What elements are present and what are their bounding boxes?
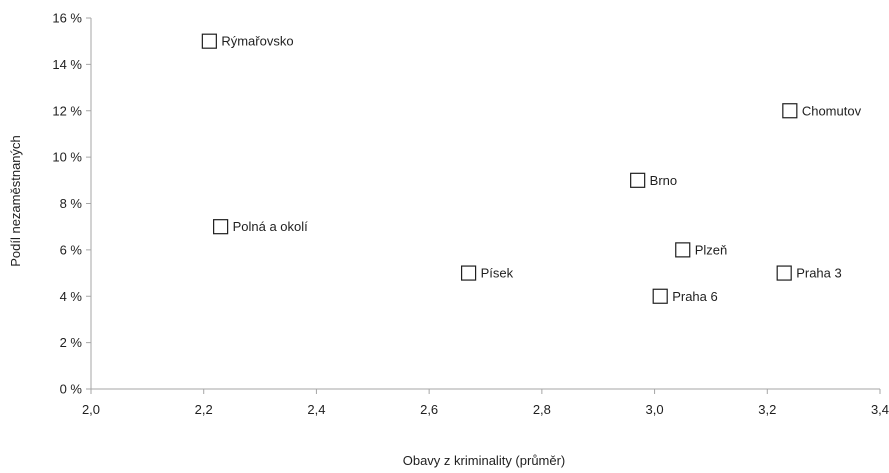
- y-tick-label: 8 %: [60, 196, 83, 211]
- data-point: Brno: [630, 172, 677, 188]
- point-marker: [675, 242, 691, 258]
- y-axis-title: Podíl nezaměstnaných: [8, 135, 23, 267]
- data-point: Písek: [460, 265, 514, 281]
- y-tick-label: 0 %: [60, 382, 83, 397]
- point-label: Praha 3: [796, 266, 842, 281]
- point-label: Brno: [650, 173, 677, 188]
- data-point: Praha 6: [652, 288, 718, 304]
- y-tick-label: 14 %: [52, 57, 82, 72]
- tick-labels: 0 % 2 % 4 % 6 % 8 % 10 % 12 % 14 % 16 % 2,0 2,2 2,4…: [52, 11, 889, 418]
- point-marker: [201, 33, 217, 49]
- point-marker: [776, 265, 792, 281]
- point-label: Rýmařovsko: [221, 34, 293, 49]
- y-tick-label: 6 %: [60, 242, 83, 257]
- point-marker: [213, 219, 229, 235]
- data-point: Plzeň: [675, 242, 728, 258]
- y-tick-label: 16 %: [52, 11, 82, 26]
- y-tick-label: 4 %: [60, 289, 83, 304]
- axes: [86, 17, 881, 394]
- x-tick-label: 3,0: [646, 402, 664, 417]
- x-tick-label: 2,8: [533, 402, 551, 417]
- point-marker: [782, 103, 798, 119]
- point-label: Praha 6: [672, 289, 718, 304]
- point-label: Polná a okolí: [233, 219, 309, 234]
- data-point: Polná a okolí: [213, 219, 309, 235]
- x-tick-label: 3,2: [758, 402, 776, 417]
- point-marker: [460, 265, 477, 281]
- x-tick-label: 2,6: [420, 402, 438, 417]
- x-tick-label: 3,4: [871, 402, 889, 417]
- y-tick-label: 12 %: [52, 103, 82, 118]
- point-marker: [630, 172, 646, 188]
- data-point: Rýmařovsko: [201, 33, 294, 49]
- data-point: Chomutov: [782, 103, 862, 119]
- x-tick-label: 2,4: [307, 402, 325, 417]
- x-tick-label: 2,2: [195, 402, 213, 417]
- x-tick-label: 2,0: [82, 402, 100, 417]
- point-label: Chomutov: [802, 103, 862, 118]
- x-axis-title: Obavy z kriminality (průměr): [403, 453, 566, 468]
- data-points: Rýmařovsko Chomutov Brno Polná a okolí Plzeň…: [201, 33, 862, 304]
- point-label: Písek: [481, 266, 514, 281]
- y-tick-label: 2 %: [60, 335, 83, 350]
- data-point: Praha 3: [776, 265, 842, 281]
- point-label: Plzeň: [695, 242, 728, 257]
- y-tick-label: 10 %: [52, 150, 82, 165]
- point-marker: [652, 288, 668, 304]
